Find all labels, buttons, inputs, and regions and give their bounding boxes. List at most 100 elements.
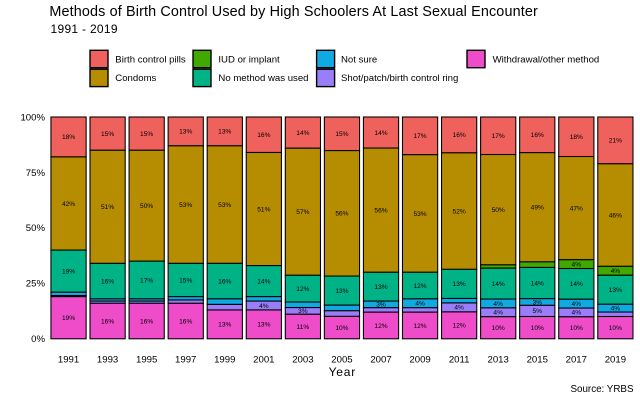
svg-text:49%: 49% [531,205,544,212]
svg-text:1995: 1995 [136,354,157,365]
svg-text:Birth control pills: Birth control pills [115,54,186,65]
svg-text:1993: 1993 [97,354,118,365]
svg-text:14%: 14% [296,130,309,137]
svg-text:16%: 16% [101,318,114,325]
svg-text:13%: 13% [609,287,622,294]
svg-text:17%: 17% [140,277,153,284]
svg-text:12%: 12% [453,323,466,330]
svg-text:42%: 42% [62,201,75,208]
svg-text:50%: 50% [492,207,505,214]
svg-text:14%: 14% [257,278,270,285]
svg-text:10%: 10% [492,325,505,332]
svg-text:56%: 56% [374,207,387,214]
svg-text:10%: 10% [570,325,583,332]
svg-text:0%: 0% [31,334,45,345]
svg-text:14%: 14% [570,281,583,288]
svg-text:4%: 4% [493,301,503,308]
svg-text:4%: 4% [611,268,621,275]
svg-text:47%: 47% [570,205,583,212]
svg-text:15%: 15% [140,131,153,138]
svg-text:2017: 2017 [566,354,587,365]
svg-text:19%: 19% [62,268,75,275]
svg-text:4%: 4% [259,303,269,310]
svg-text:12%: 12% [296,286,309,293]
svg-text:25%: 25% [26,279,46,290]
svg-text:4%: 4% [454,305,464,312]
svg-text:16%: 16% [179,318,192,325]
svg-text:53%: 53% [413,211,426,218]
svg-text:21%: 21% [609,138,622,145]
svg-text:12%: 12% [374,323,387,330]
svg-text:12%: 12% [413,323,426,330]
svg-text:53%: 53% [179,202,192,209]
svg-text:1997: 1997 [175,354,196,365]
svg-text:16%: 16% [101,278,114,285]
svg-text:16%: 16% [218,278,231,285]
svg-text:57%: 57% [296,209,309,216]
svg-text:1999: 1999 [214,354,235,365]
svg-text:1991: 1991 [58,354,79,365]
svg-text:15%: 15% [101,131,114,138]
svg-text:10%: 10% [531,325,544,332]
svg-text:11%: 11% [297,324,310,331]
svg-text:2013: 2013 [488,354,509,365]
svg-text:16%: 16% [453,132,466,139]
svg-text:4%: 4% [572,301,582,308]
svg-text:13%: 13% [218,322,231,329]
svg-text:75%: 75% [26,168,46,179]
svg-text:2015: 2015 [527,354,548,365]
svg-text:2001: 2001 [253,354,274,365]
svg-text:2007: 2007 [370,354,391,365]
svg-text:52%: 52% [453,208,466,215]
svg-text:18%: 18% [62,134,75,141]
svg-text:14%: 14% [374,130,387,137]
svg-text:46%: 46% [609,212,622,219]
svg-text:19%: 19% [62,315,75,322]
svg-text:2019: 2019 [605,354,626,365]
svg-text:Methods of Birth Control Used: Methods of Birth Control Used by High Sc… [49,4,538,20]
svg-text:14%: 14% [492,281,505,288]
svg-text:13%: 13% [453,281,466,288]
svg-text:17%: 17% [413,133,426,140]
svg-text:Withdrawal/other method: Withdrawal/other method [493,54,600,65]
svg-text:13%: 13% [257,322,270,329]
svg-text:13%: 13% [218,129,231,136]
svg-text:13%: 13% [335,288,348,295]
svg-text:2011: 2011 [449,354,470,365]
svg-text:10%: 10% [335,325,348,332]
svg-text:Source: YRBS: Source: YRBS [571,384,634,395]
svg-text:IUD or implant: IUD or implant [218,54,280,65]
svg-text:No method was used: No method was used [218,73,308,84]
svg-text:16%: 16% [257,132,270,139]
svg-text:2009: 2009 [409,354,430,365]
svg-text:Condoms: Condoms [115,73,156,84]
svg-text:15%: 15% [179,277,192,284]
svg-text:13%: 13% [374,284,387,291]
svg-text:4%: 4% [493,310,503,317]
svg-text:2005: 2005 [331,354,352,365]
svg-text:50%: 50% [140,203,153,210]
svg-text:Shot/patch/birth control ring: Shot/patch/birth control ring [341,73,458,84]
svg-text:3%: 3% [298,308,308,315]
svg-text:14%: 14% [531,280,544,287]
svg-text:3%: 3% [532,299,542,306]
svg-text:53%: 53% [218,202,231,209]
svg-text:100%: 100% [20,112,45,123]
svg-text:10%: 10% [609,325,622,332]
svg-text:51%: 51% [101,204,114,211]
svg-text:18%: 18% [570,134,583,141]
svg-text:50%: 50% [26,223,46,234]
svg-text:17%: 17% [492,133,505,140]
svg-text:Year: Year [329,365,356,379]
svg-text:51%: 51% [257,206,270,213]
svg-text:4%: 4% [572,310,582,317]
svg-text:5%: 5% [532,308,542,315]
svg-text:3%: 3% [376,302,386,309]
svg-text:4%: 4% [611,305,621,312]
svg-text:2003: 2003 [292,354,313,365]
svg-text:4%: 4% [415,301,425,308]
svg-text:16%: 16% [140,318,153,325]
svg-text:Not sure: Not sure [341,54,377,65]
svg-text:13%: 13% [179,129,192,136]
svg-text:12%: 12% [413,283,426,290]
